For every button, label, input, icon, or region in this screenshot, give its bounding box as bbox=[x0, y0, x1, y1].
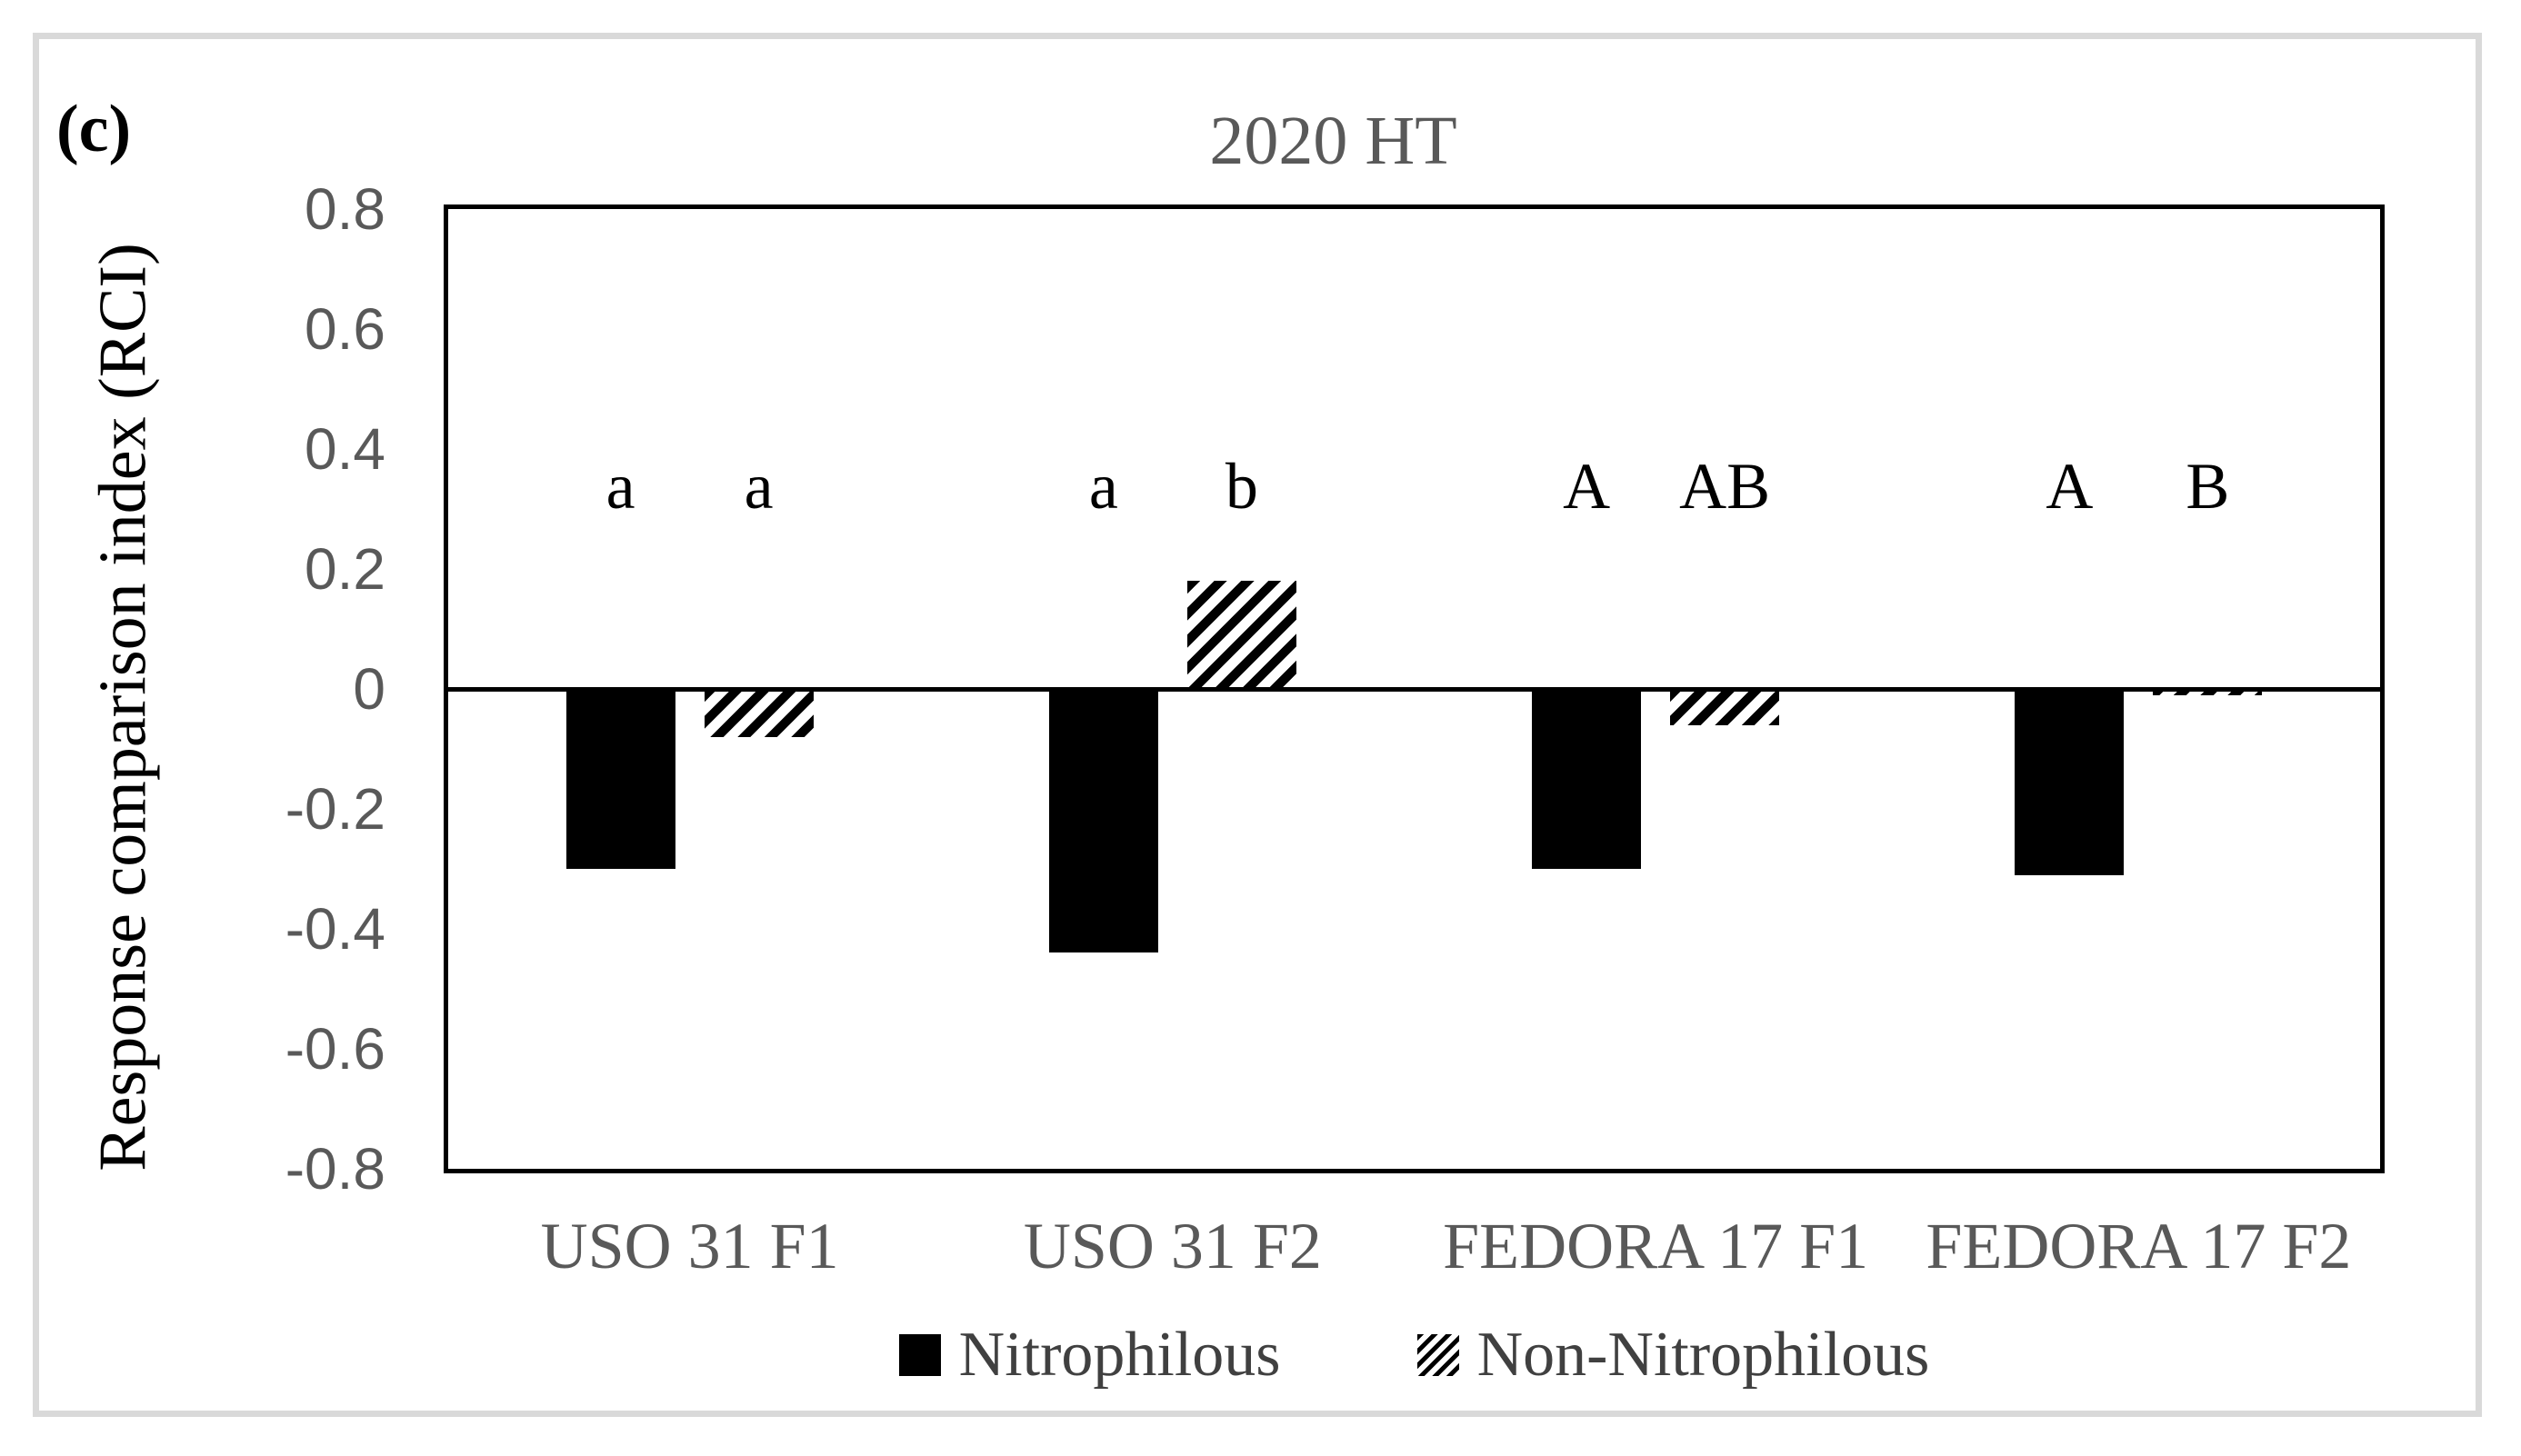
significance-letter: b bbox=[1225, 450, 1258, 523]
bar-nitrophilous-uso-31-f2 bbox=[1048, 689, 1158, 953]
zero-axis-line bbox=[448, 686, 2380, 692]
significance-letter: AB bbox=[1679, 450, 1771, 523]
y-tick-label: -0.8 bbox=[285, 1136, 385, 1202]
significance-letter: A bbox=[1563, 450, 1611, 523]
bar-nitrophilous-uso-31-f1 bbox=[565, 689, 675, 869]
figure-border bbox=[33, 33, 2482, 1417]
legend: Nitrophilous Non-Nitrophilous bbox=[444, 1305, 2385, 1405]
legend-swatch-solid-icon bbox=[898, 1334, 941, 1376]
y-tick-label: 0.2 bbox=[305, 536, 385, 602]
bar-non-nitrophilous-uso-31-f2 bbox=[1186, 581, 1296, 689]
panel-label: (c) bbox=[56, 92, 132, 166]
y-tick-label: 0.6 bbox=[305, 296, 385, 362]
legend-swatch-hatch-icon bbox=[1416, 1334, 1459, 1376]
x-category-label: FEDORA 17 F2 bbox=[1926, 1210, 2352, 1282]
x-category-label: FEDORA 17 F1 bbox=[1443, 1210, 1869, 1282]
x-category-label: USO 31 F1 bbox=[540, 1210, 839, 1282]
chart-title: 2020 HT bbox=[1209, 103, 1457, 179]
legend-item-nitrophilous: Nitrophilous bbox=[898, 1319, 1281, 1391]
y-tick-label: -0.2 bbox=[285, 776, 385, 842]
plot-area: a a a b A AB A B bbox=[444, 204, 2385, 1173]
y-axis-title: Response comparison index (RCI) bbox=[85, 243, 161, 1172]
significance-letter: a bbox=[1088, 450, 1118, 523]
bar-non-nitrophilous-fedora-17-f1 bbox=[1670, 689, 1780, 725]
y-tick-label: 0 bbox=[353, 656, 385, 722]
bar-nitrophilous-fedora-17-f2 bbox=[2015, 689, 2125, 875]
y-tick-label: -0.4 bbox=[285, 896, 385, 962]
significance-letter: B bbox=[2186, 450, 2230, 523]
x-category-label: USO 31 F2 bbox=[1023, 1210, 1322, 1282]
bar-nitrophilous-fedora-17-f1 bbox=[1532, 689, 1642, 869]
significance-letter: a bbox=[744, 450, 774, 523]
y-tick-label: 0.8 bbox=[305, 176, 385, 242]
significance-letter: a bbox=[605, 450, 635, 523]
bar-non-nitrophilous-uso-31-f1 bbox=[704, 689, 814, 737]
legend-item-non-nitrophilous: Non-Nitrophilous bbox=[1416, 1319, 1930, 1391]
y-tick-label: 0.4 bbox=[305, 416, 385, 482]
y-tick-label: -0.6 bbox=[285, 1016, 385, 1082]
bar-non-nitrophilous-fedora-17-f2 bbox=[2153, 689, 2263, 695]
legend-label-non-nitrophilous: Non-Nitrophilous bbox=[1476, 1320, 1930, 1390]
significance-letter: A bbox=[2046, 450, 2094, 523]
legend-label-nitrophilous: Nitrophilous bbox=[958, 1320, 1281, 1390]
